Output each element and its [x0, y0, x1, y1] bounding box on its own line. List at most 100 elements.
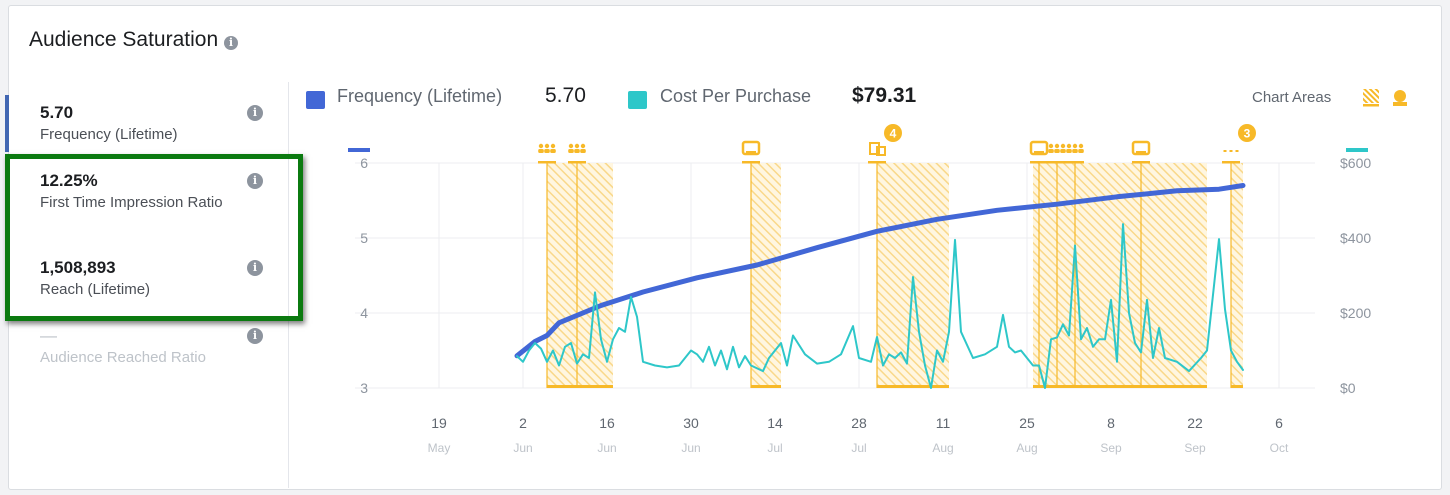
- chart-area-marker-cap: [868, 161, 886, 164]
- y-right-tick-label: $400: [1340, 230, 1371, 246]
- chart-area-baseline: [877, 385, 949, 388]
- y-left-tick-label: 3: [360, 380, 368, 396]
- legend-value-cost: $79.31: [852, 84, 917, 107]
- info-icon[interactable]: i: [223, 36, 238, 50]
- x-tick-month: Jun: [597, 441, 616, 455]
- highlight-box: [5, 154, 303, 321]
- legend-value-frequency: 5.70: [545, 84, 586, 107]
- person-head: [550, 143, 556, 149]
- x-tick-day: 14: [767, 415, 783, 431]
- x-tick-month: Jul: [767, 441, 782, 455]
- people-icon[interactable]: [568, 143, 586, 153]
- person-body: [1078, 149, 1084, 153]
- person-body: [550, 149, 556, 153]
- chart-area-marker-cap: [568, 161, 586, 164]
- chart-area-marker-cap: [1048, 161, 1066, 164]
- monitor-base: [746, 151, 756, 153]
- x-tick-day: 25: [1019, 415, 1035, 431]
- chart-areas-toggle[interactable]: Chart Areas: [1252, 89, 1331, 106]
- monitor-icon[interactable]: [741, 140, 761, 156]
- monitor-base: [1034, 151, 1044, 153]
- y-left-tick-label: 6: [360, 155, 368, 171]
- dot: [1229, 150, 1233, 152]
- title-text: Audience Saturation: [29, 28, 219, 51]
- chart-area-baseline: [547, 385, 613, 388]
- metric-label: Frequency (Lifetime): [40, 126, 178, 143]
- monitor-icon[interactable]: [1131, 140, 1151, 156]
- legend-swatch-frequency: [306, 91, 325, 109]
- selected-indicator: [5, 95, 9, 152]
- info-icon[interactable]: i: [247, 105, 263, 121]
- x-tick-month: Jun: [681, 441, 700, 455]
- y-right-tick-label: $0: [1340, 380, 1356, 396]
- more-icon[interactable]: [1223, 150, 1239, 152]
- person-head: [1054, 143, 1060, 149]
- x-tick-month: May: [428, 441, 451, 455]
- monitor-icon[interactable]: [1029, 140, 1049, 156]
- metric-label: First Time Impression Ratio: [40, 194, 223, 211]
- chart-area-marker-cap: [1066, 161, 1084, 164]
- chart-area: [751, 163, 781, 388]
- frequency-line: [514, 183, 1246, 359]
- count-badge-text: 3: [1244, 127, 1251, 141]
- chart-area-baseline: [1033, 385, 1207, 388]
- people-icon[interactable]: [538, 143, 556, 153]
- metric-first-time-impression-ratio[interactable]: 12.25% First Time Impression Ratio i: [40, 171, 280, 214]
- x-tick-day: 16: [599, 415, 615, 431]
- cost-per-purchase-line: [516, 223, 1244, 389]
- person-head: [1078, 143, 1084, 149]
- metric-value: —: [40, 326, 57, 345]
- metric-value: 5.70: [40, 103, 74, 122]
- person-body: [574, 149, 580, 153]
- metric-value: 12.25%: [40, 171, 98, 190]
- y-right-tick-label: $200: [1340, 305, 1371, 321]
- ads-icon[interactable]: [869, 142, 886, 156]
- person-body: [1060, 149, 1066, 153]
- monitor-frame: [741, 140, 761, 156]
- people-icon[interactable]: [1066, 143, 1084, 153]
- person-body: [580, 149, 586, 153]
- person-body: [1072, 149, 1078, 153]
- divider: [288, 82, 289, 488]
- chart-areas-label: Chart Areas: [1252, 89, 1332, 106]
- dot: [1223, 150, 1227, 152]
- x-tick-month: Sep: [1100, 441, 1122, 455]
- y-left-tick-label: 5: [360, 230, 368, 246]
- chart-area: [1231, 163, 1243, 388]
- person-head: [568, 143, 574, 149]
- dot: [1235, 150, 1239, 152]
- legend-label-frequency[interactable]: Frequency (Lifetime): [337, 86, 503, 106]
- hatch-area-icon[interactable]: [1363, 89, 1379, 103]
- metric-value: 1,508,893: [40, 258, 116, 277]
- chart-areas-icons[interactable]: [1360, 86, 1410, 110]
- x-tick-day: 28: [851, 415, 867, 431]
- info-icon[interactable]: i: [247, 328, 263, 344]
- person-head: [1060, 143, 1066, 149]
- info-icon[interactable]: i: [247, 173, 263, 189]
- count-badge: [884, 124, 902, 142]
- x-tick-month: Aug: [932, 441, 953, 455]
- metric-reach[interactable]: 1,508,893 Reach (Lifetime) i: [40, 258, 280, 301]
- x-tick-day: 30: [683, 415, 699, 431]
- metric-audience-reached-ratio[interactable]: — Audience Reached Ratio i: [40, 326, 280, 369]
- x-tick-day: 8: [1107, 415, 1115, 431]
- ad-sheet: [876, 146, 886, 156]
- person-head: [538, 143, 544, 149]
- x-tick-month: Oct: [1270, 441, 1289, 455]
- legend-label-cost[interactable]: Cost Per Purchase: [660, 86, 812, 106]
- y-right-tick-label: $600: [1340, 155, 1371, 171]
- monitor-frame: [1131, 140, 1151, 156]
- person-body: [1048, 149, 1054, 153]
- card-title: Audience Saturation i: [29, 28, 238, 52]
- person-body: [1054, 149, 1060, 153]
- chart-area-baseline: [1231, 385, 1243, 388]
- chart-area-marker-cap: [538, 161, 556, 164]
- people-icon[interactable]: [1048, 143, 1066, 153]
- person-head: [544, 143, 550, 149]
- x-tick-day: 11: [936, 415, 951, 431]
- marker-pin-icon[interactable]: [1393, 90, 1407, 106]
- person-head: [580, 143, 586, 149]
- info-icon[interactable]: i: [247, 260, 263, 276]
- monitor-base: [1136, 151, 1146, 153]
- metric-frequency[interactable]: 5.70 Frequency (Lifetime) i: [40, 103, 280, 146]
